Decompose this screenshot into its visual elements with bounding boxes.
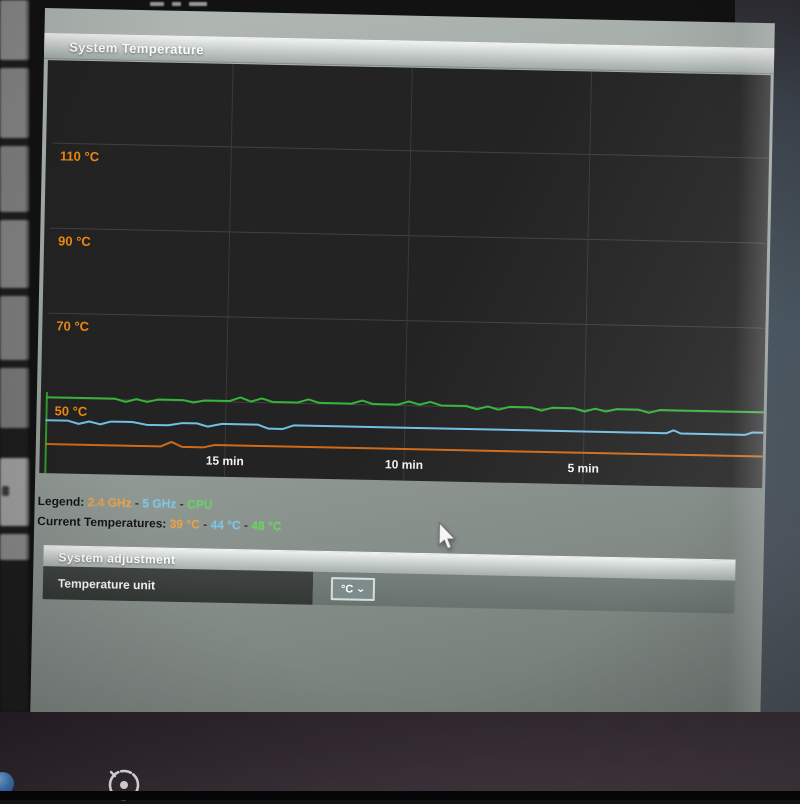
y-tick-label: 50 °C: [54, 403, 88, 419]
temperature-chart: 110 °C 90 °C 70 °C 50 °C 15 min 10 min 5 min: [39, 60, 771, 489]
current-temp-48c: 48 °C: [251, 518, 282, 534]
background-window-block: [0, 220, 29, 288]
y-tick-label: 90 °C: [58, 233, 92, 249]
legend-item-cpu: CPU: [186, 497, 213, 512]
blurred-glyph: [2, 486, 9, 496]
legend-separator: -: [240, 518, 252, 533]
mouse-cursor: [438, 521, 456, 550]
chart-axis-line: [44, 392, 48, 474]
current-temperatures-label: Current Temperatures:: [37, 513, 167, 531]
router-page: System Temperature 110 °C 90 °C 70 °C 50 °C…: [30, 8, 775, 730]
blurred-text-artifact: [150, 2, 207, 6]
background-window-block: [0, 0, 29, 60]
v-gridline: [223, 63, 234, 477]
x-tick-label: 5 min: [567, 461, 599, 476]
temperature-unit-label: Temperature unit: [42, 566, 314, 605]
background-window-block: [0, 534, 29, 560]
desk-surface: [0, 712, 800, 801]
blue-round-logo-icon: [0, 772, 14, 795]
current-temp-39c: 39 °C: [169, 516, 201, 532]
background-window-block: [0, 146, 29, 212]
background-monitor-strip: [0, 0, 29, 712]
photo-bottom-edge: [0, 791, 800, 800]
current-temp-44c: 44 °C: [210, 517, 241, 533]
current-temperatures: Current Temperatures: 39 °C - 44 °C - 48…: [37, 514, 282, 533]
legend-label: Legend:: [37, 493, 85, 509]
background-window-block: [0, 368, 29, 428]
temperature-chart-svg: 110 °C 90 °C 70 °C 50 °C 15 min 10 min 5 min: [44, 63, 770, 485]
legend-values: 2.4 GHz - 5 GHz - CPU: [88, 495, 213, 512]
y-tick-label: 70 °C: [56, 318, 90, 334]
background-window-block: [0, 68, 29, 138]
series-line-5ghz: [45, 419, 765, 436]
legend-item-24ghz: 2.4 GHz: [87, 495, 132, 510]
x-tick-label: 10 min: [385, 457, 423, 472]
panel-title: System Temperature: [69, 39, 205, 57]
y-tick-label: 110 °C: [60, 148, 100, 164]
temperature-unit-select[interactable]: °C ⌄: [330, 577, 376, 602]
series-line-24ghz: [44, 440, 764, 458]
legend-separator: -: [199, 517, 211, 532]
panel-title: System adjustment: [58, 549, 176, 567]
x-tick-label: 15 min: [206, 453, 244, 468]
v-gridline: [403, 67, 413, 481]
series-line-cpu: [45, 396, 765, 414]
current-temperature-values: 39 °C - 44 °C - 48 °C: [170, 517, 282, 533]
chart-legend: Legend: 2.4 GHz - 5 GHz - CPU: [38, 494, 213, 512]
temperature-unit-value: °C: [340, 582, 354, 596]
v-gridline: [582, 71, 593, 485]
legend-item-5ghz: 5 GHz: [142, 496, 177, 511]
legend-separator: -: [131, 495, 143, 511]
background-window-block: [0, 296, 29, 360]
chevron-down-icon: ⌄: [356, 583, 367, 594]
